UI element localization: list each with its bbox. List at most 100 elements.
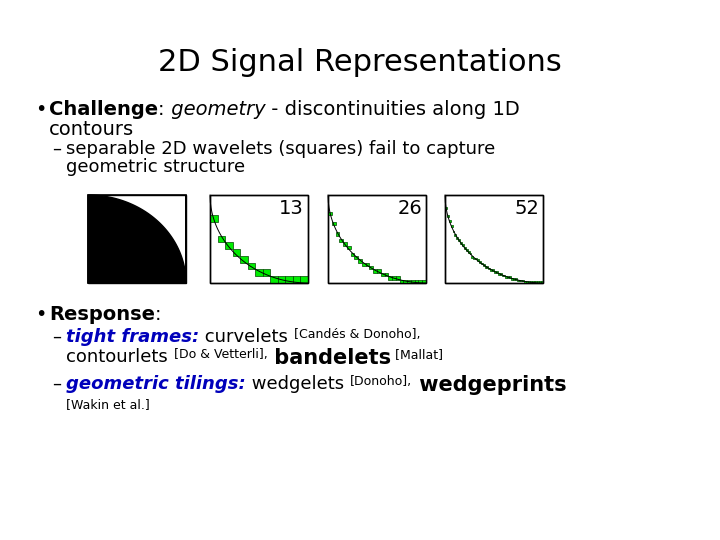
- Bar: [482, 265, 485, 266]
- Bar: [445, 195, 543, 283]
- Text: –: –: [52, 375, 61, 393]
- Bar: [467, 251, 469, 253]
- Bar: [445, 207, 447, 208]
- Bar: [332, 222, 336, 226]
- Bar: [366, 262, 369, 266]
- Bar: [498, 273, 500, 274]
- Bar: [528, 281, 530, 283]
- Text: [Wakin et al.]: [Wakin et al.]: [66, 398, 150, 411]
- Bar: [358, 259, 362, 262]
- Bar: [248, 262, 255, 269]
- Bar: [534, 281, 536, 283]
- Bar: [464, 247, 466, 249]
- Text: [Donoho],: [Donoho],: [350, 375, 412, 388]
- Text: 2D Signal Representations: 2D Signal Representations: [158, 48, 562, 77]
- Bar: [328, 195, 426, 283]
- Text: [Mallat]: [Mallat]: [392, 348, 444, 361]
- Bar: [343, 242, 347, 246]
- Bar: [481, 262, 482, 265]
- Text: wedgelets: wedgelets: [246, 375, 350, 393]
- Bar: [488, 268, 490, 269]
- Bar: [240, 256, 248, 262]
- Text: 13: 13: [279, 199, 304, 218]
- Bar: [454, 234, 456, 235]
- Bar: [354, 256, 358, 259]
- Bar: [458, 239, 460, 241]
- Bar: [415, 280, 418, 283]
- Bar: [475, 258, 477, 259]
- Bar: [472, 256, 473, 258]
- Bar: [88, 195, 186, 283]
- Bar: [494, 271, 496, 273]
- Bar: [536, 281, 537, 283]
- Bar: [469, 253, 472, 254]
- Bar: [263, 269, 270, 276]
- Text: :: :: [158, 100, 165, 119]
- Text: - discontinuities along 1D: - discontinuities along 1D: [265, 100, 520, 119]
- Bar: [373, 269, 377, 273]
- Bar: [521, 280, 522, 281]
- Bar: [377, 269, 381, 273]
- Text: separable 2D wavelets (squares) fail to capture: separable 2D wavelets (squares) fail to …: [66, 140, 495, 158]
- Bar: [362, 262, 366, 266]
- Bar: [487, 266, 488, 268]
- Bar: [453, 231, 454, 232]
- Bar: [351, 253, 354, 256]
- Text: Challenge: Challenge: [49, 100, 158, 119]
- Text: Response: Response: [49, 305, 155, 324]
- Bar: [411, 280, 415, 283]
- Bar: [392, 276, 396, 280]
- Bar: [217, 235, 225, 242]
- Bar: [531, 281, 534, 283]
- Bar: [485, 266, 487, 268]
- Bar: [518, 280, 521, 281]
- Bar: [473, 258, 475, 259]
- Bar: [347, 246, 351, 249]
- Text: [Do & Vetterli],: [Do & Vetterli],: [174, 348, 267, 361]
- Bar: [210, 215, 217, 222]
- Bar: [328, 195, 426, 283]
- Bar: [445, 195, 543, 283]
- Bar: [400, 280, 403, 283]
- Bar: [530, 281, 531, 283]
- Text: wedgeprints: wedgeprints: [412, 375, 567, 395]
- Polygon shape: [88, 195, 186, 283]
- Text: –: –: [52, 140, 61, 158]
- Bar: [422, 280, 426, 283]
- Bar: [328, 212, 332, 215]
- Bar: [460, 242, 462, 244]
- Text: :: :: [155, 305, 161, 324]
- Text: –: –: [52, 328, 61, 346]
- Bar: [210, 195, 308, 283]
- Bar: [507, 276, 509, 278]
- Bar: [339, 239, 343, 242]
- Text: contourlets: contourlets: [66, 348, 174, 366]
- Bar: [509, 276, 511, 278]
- Bar: [456, 237, 458, 239]
- Bar: [513, 278, 515, 280]
- Text: 26: 26: [397, 199, 422, 218]
- Bar: [233, 249, 240, 256]
- Bar: [496, 271, 498, 273]
- Text: geometric structure: geometric structure: [66, 158, 245, 176]
- Bar: [515, 278, 517, 280]
- Bar: [278, 276, 285, 283]
- Bar: [255, 269, 263, 276]
- Bar: [500, 273, 502, 274]
- Bar: [492, 269, 494, 271]
- Bar: [225, 242, 233, 249]
- Bar: [388, 276, 392, 280]
- Bar: [539, 281, 541, 283]
- Text: 52: 52: [514, 199, 539, 218]
- Bar: [477, 259, 479, 261]
- Text: contours: contours: [49, 120, 134, 139]
- Bar: [403, 280, 407, 283]
- Bar: [384, 273, 388, 276]
- Bar: [449, 220, 451, 222]
- Bar: [381, 273, 384, 276]
- Bar: [511, 278, 513, 280]
- Bar: [407, 280, 411, 283]
- Bar: [479, 261, 481, 262]
- Bar: [285, 276, 293, 283]
- Bar: [418, 280, 422, 283]
